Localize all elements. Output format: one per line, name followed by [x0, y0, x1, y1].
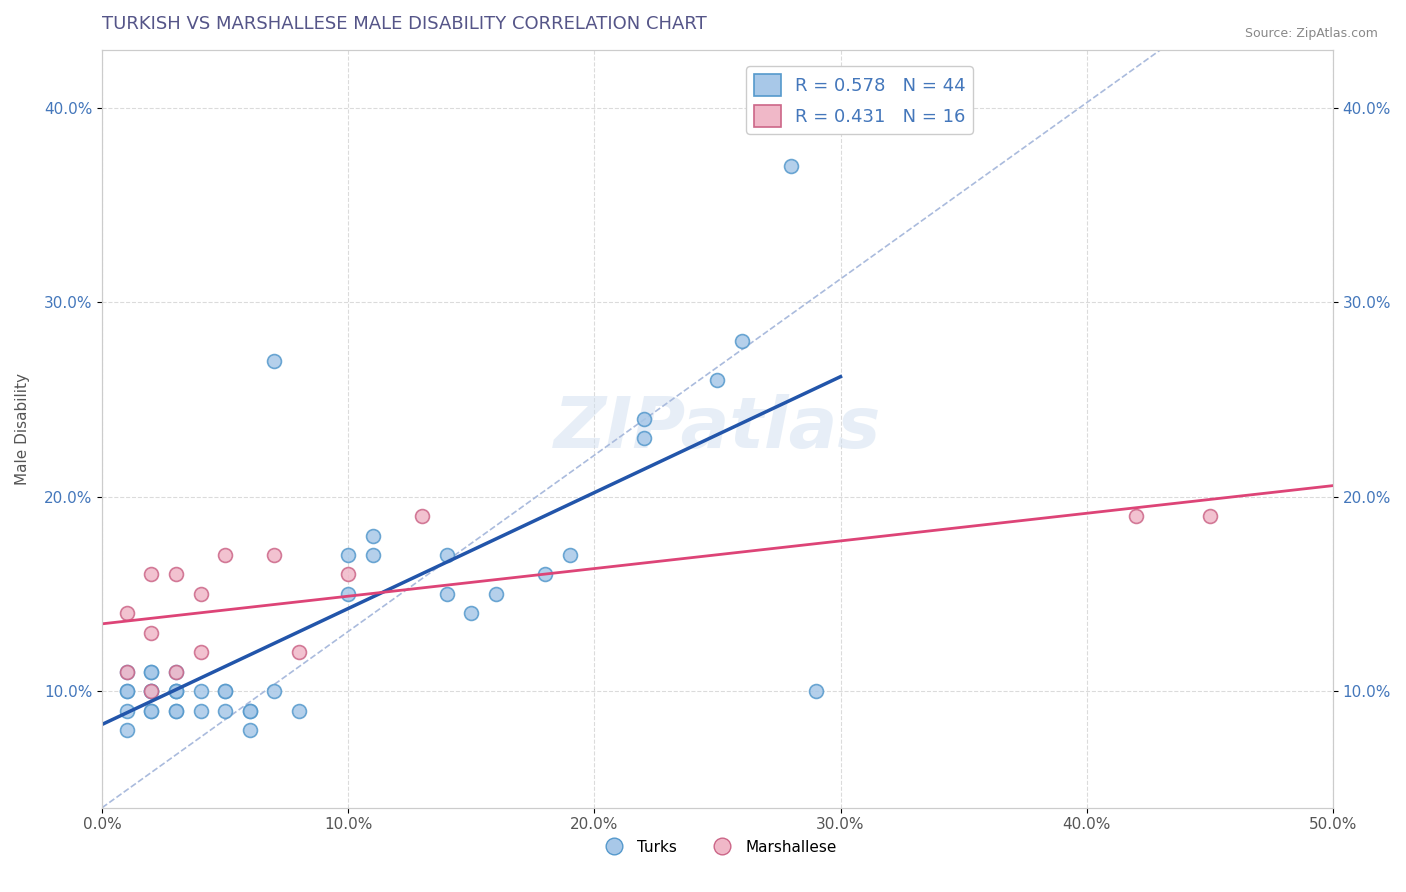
Point: [361, 548, 384, 562]
Point: [633, 412, 655, 426]
Point: [361, 528, 384, 542]
Point: [165, 704, 187, 718]
Point: [190, 587, 212, 601]
Point: [141, 704, 163, 718]
Legend: R = 0.578   N = 44, R = 0.431   N = 16: R = 0.578 N = 44, R = 0.431 N = 16: [747, 66, 973, 134]
Point: [337, 587, 360, 601]
Point: [214, 684, 236, 698]
Point: [165, 684, 187, 698]
Point: [141, 665, 163, 679]
Point: [263, 353, 285, 368]
Point: [165, 684, 187, 698]
Point: [239, 723, 262, 737]
Point: [115, 665, 138, 679]
Point: [115, 607, 138, 621]
Point: [165, 665, 187, 679]
Point: [165, 684, 187, 698]
Point: [239, 704, 262, 718]
Point: [288, 704, 311, 718]
Point: [214, 684, 236, 698]
Text: ZIPatlas: ZIPatlas: [554, 394, 882, 463]
Point: [288, 645, 311, 659]
Point: [214, 704, 236, 718]
Text: Source: ZipAtlas.com: Source: ZipAtlas.com: [1244, 27, 1378, 40]
Point: [436, 548, 458, 562]
Point: [141, 625, 163, 640]
Point: [337, 548, 360, 562]
Point: [115, 684, 138, 698]
Point: [337, 567, 360, 582]
Point: [633, 432, 655, 446]
Point: [190, 684, 212, 698]
Point: [1198, 509, 1220, 524]
Point: [534, 567, 557, 582]
Point: [436, 587, 458, 601]
Point: [780, 160, 803, 174]
Point: [411, 509, 433, 524]
Point: [165, 665, 187, 679]
Point: [706, 373, 728, 387]
Point: [263, 548, 285, 562]
Point: [190, 704, 212, 718]
Point: [141, 684, 163, 698]
Point: [460, 607, 482, 621]
Point: [115, 684, 138, 698]
Point: [115, 665, 138, 679]
Point: [141, 704, 163, 718]
Point: [239, 704, 262, 718]
Point: [731, 334, 754, 349]
Point: [141, 567, 163, 582]
Point: [558, 548, 581, 562]
Point: [165, 567, 187, 582]
Point: [263, 684, 285, 698]
Point: [141, 684, 163, 698]
Point: [141, 684, 163, 698]
Point: [214, 548, 236, 562]
Point: [485, 587, 508, 601]
Point: [1125, 509, 1147, 524]
Point: [165, 704, 187, 718]
Y-axis label: Male Disability: Male Disability: [15, 373, 30, 484]
Point: [115, 704, 138, 718]
Text: TURKISH VS MARSHALLESE MALE DISABILITY CORRELATION CHART: TURKISH VS MARSHALLESE MALE DISABILITY C…: [103, 15, 707, 33]
Point: [141, 665, 163, 679]
Point: [190, 645, 212, 659]
Point: [804, 684, 827, 698]
Point: [115, 723, 138, 737]
